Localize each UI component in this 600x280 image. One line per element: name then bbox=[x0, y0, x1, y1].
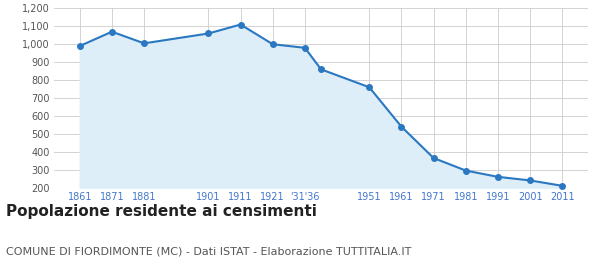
Point bbox=[316, 67, 326, 72]
Point bbox=[107, 29, 117, 34]
Point bbox=[525, 178, 535, 183]
Point bbox=[268, 42, 278, 46]
Point bbox=[557, 184, 567, 188]
Text: Popolazione residente ai censimenti: Popolazione residente ai censimenti bbox=[6, 204, 317, 220]
Point bbox=[75, 44, 85, 48]
Point bbox=[461, 168, 470, 173]
Point bbox=[364, 85, 374, 90]
Point bbox=[203, 31, 213, 36]
Point bbox=[300, 46, 310, 50]
Point bbox=[139, 41, 149, 46]
Point bbox=[236, 22, 245, 27]
Point bbox=[397, 124, 406, 129]
Point bbox=[493, 175, 503, 179]
Point bbox=[429, 156, 439, 160]
Text: COMUNE DI FIORDIMONTE (MC) - Dati ISTAT - Elaborazione TUTTITALIA.IT: COMUNE DI FIORDIMONTE (MC) - Dati ISTAT … bbox=[6, 246, 412, 256]
